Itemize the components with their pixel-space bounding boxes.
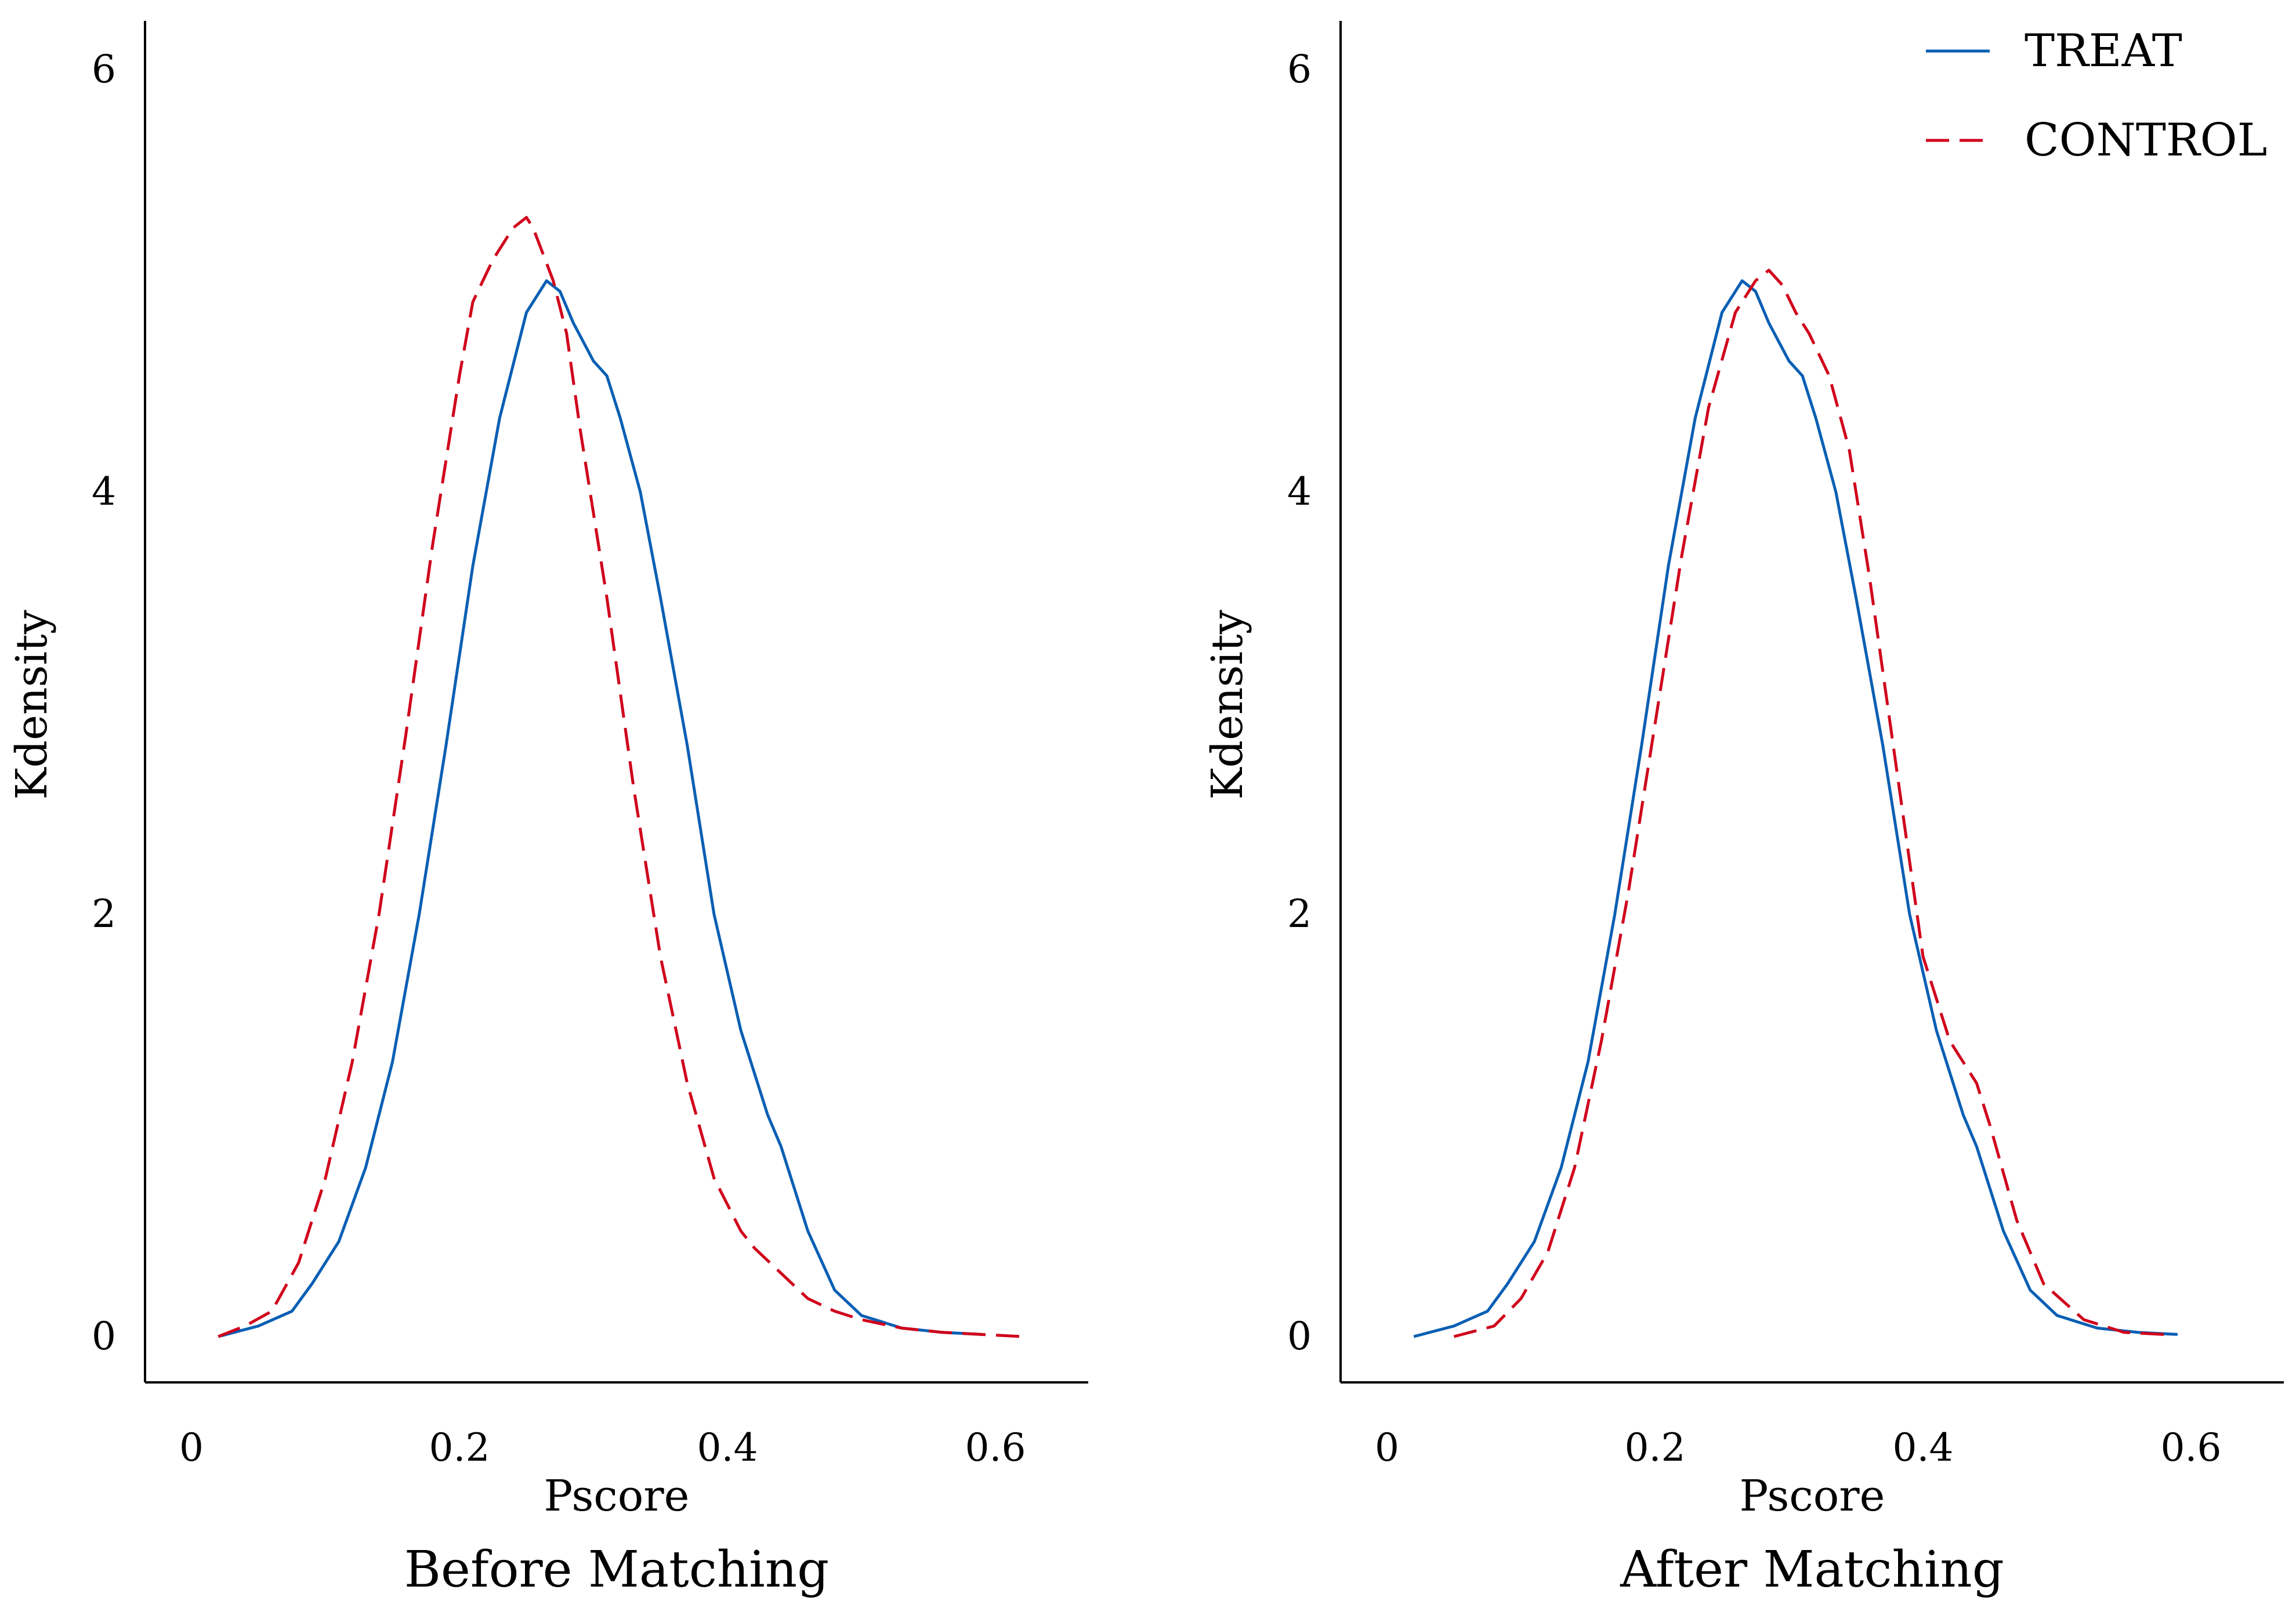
y-axis-title: Kdensity: [1203, 610, 1252, 799]
tick-layer: 0 0.2 0.4 0.6 0 2 4 6: [92, 47, 1026, 1470]
y-tick-label: 2: [1287, 892, 1312, 936]
tick-layer: 0 0.2 0.4 0.6 0 2 4 6: [1287, 47, 2221, 1470]
y-axis-title: Kdensity: [7, 610, 57, 799]
series-line-control: [218, 216, 1023, 1338]
legend-label-treat: TREAT: [2025, 25, 2182, 77]
y-tick-label: 0: [1287, 1314, 1312, 1359]
x-tick-label: 0.6: [965, 1425, 1026, 1470]
y-tick-label: 4: [1287, 469, 1312, 514]
x-axis-title: Pscore: [544, 1471, 690, 1521]
x-tick-label: 0.4: [697, 1425, 758, 1470]
series-line-treat: [1413, 279, 2178, 1338]
x-tick-label: 0.2: [1625, 1425, 1686, 1470]
legend-label-control: CONTROL: [2025, 114, 2267, 166]
panel-title: After Matching: [1620, 1541, 2004, 1599]
legend: TREAT CONTROL: [1926, 25, 2267, 166]
y-tick-label: 2: [92, 892, 116, 936]
x-tick-label: 0.4: [1893, 1425, 1954, 1470]
x-tick-label: 0: [1375, 1425, 1399, 1470]
x-tick-label: 0.6: [2161, 1425, 2222, 1470]
panel-after-matching: 0 0.2 0.4 0.6 0 2 4 6 Pscore Kdensity After Mat…: [1203, 21, 2284, 1599]
panel-before-matching: 0 0.2 0.4 0.6 0 2 4 6 Pscore Kdensity Before Ma…: [7, 21, 1088, 1599]
series-line-control: [1453, 269, 2164, 1338]
y-tick-label: 0: [92, 1314, 116, 1359]
x-axis-title: Pscore: [1740, 1471, 1885, 1521]
panel-title: Before Matching: [404, 1541, 829, 1599]
series-line-treat: [218, 279, 983, 1338]
y-tick-label: 4: [92, 469, 116, 514]
series-layer: [1413, 269, 2178, 1338]
x-tick-label: 0: [179, 1425, 204, 1470]
series-layer: [218, 216, 1023, 1338]
y-tick-label: 6: [92, 47, 116, 92]
x-tick-label: 0.2: [429, 1425, 490, 1470]
y-tick-label: 6: [1287, 47, 1312, 92]
